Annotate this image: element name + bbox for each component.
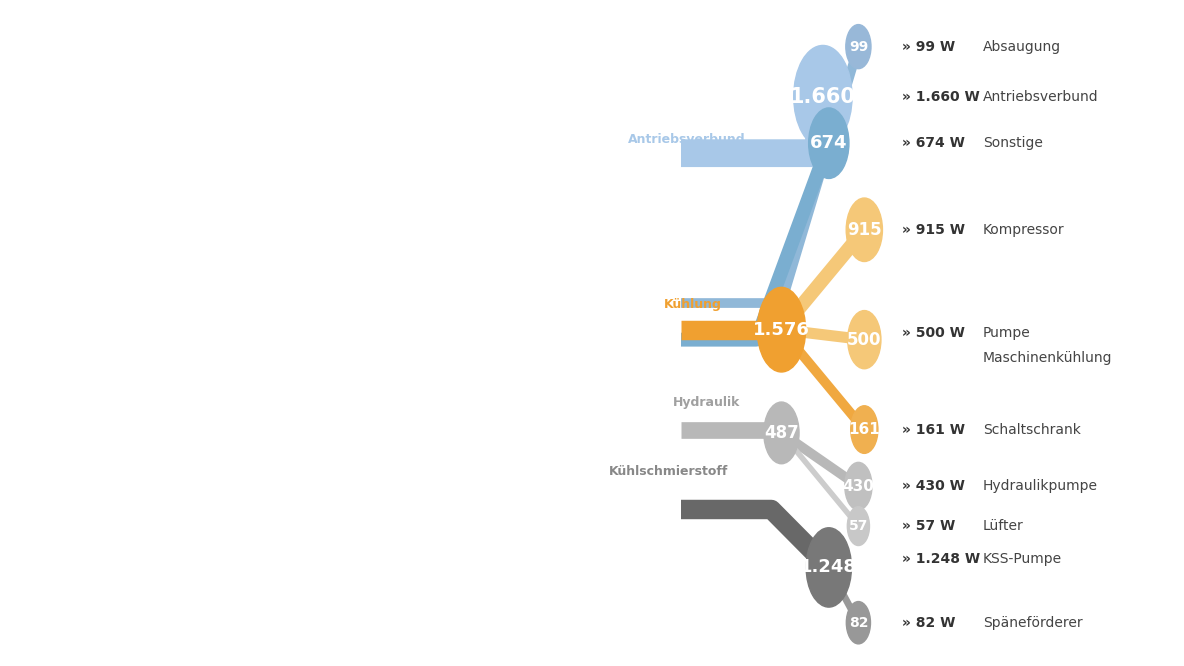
Ellipse shape [806, 527, 851, 607]
Ellipse shape [847, 601, 870, 644]
Text: Lüfter: Lüfter [983, 519, 1023, 533]
Text: » 99 W: » 99 W [902, 39, 955, 54]
Text: 430: 430 [843, 479, 874, 494]
Text: » 430 W: » 430 W [902, 479, 965, 494]
Text: 1.660: 1.660 [790, 87, 856, 107]
Text: 1.576: 1.576 [753, 320, 810, 339]
Ellipse shape [848, 310, 881, 369]
Text: Antriebsverbund: Antriebsverbund [629, 133, 746, 147]
Ellipse shape [851, 406, 877, 454]
Text: » 500 W: » 500 W [902, 326, 965, 340]
Text: Sonstige: Sonstige [983, 136, 1043, 151]
Text: 82: 82 [849, 615, 868, 630]
Ellipse shape [845, 25, 871, 69]
Text: Kühlung: Kühlung [664, 298, 722, 311]
Text: 161: 161 [849, 422, 880, 437]
Text: Absaugung: Absaugung [983, 39, 1061, 54]
Text: Maschinenkühlung: Maschinenkühlung [983, 351, 1112, 366]
Ellipse shape [793, 45, 852, 148]
Text: Hydraulikpumpe: Hydraulikpumpe [983, 479, 1098, 494]
Text: » 57 W: » 57 W [902, 519, 955, 533]
Ellipse shape [845, 462, 871, 510]
Text: Kühlschmierstoff: Kühlschmierstoff [609, 465, 728, 478]
Ellipse shape [758, 287, 805, 372]
Text: » 82 W: » 82 W [902, 615, 955, 630]
Text: KSS-Pumpe: KSS-Pumpe [983, 552, 1062, 567]
Text: » 161 W: » 161 W [902, 422, 965, 437]
Text: » 915 W: » 915 W [902, 222, 965, 237]
Text: 1.248: 1.248 [800, 558, 857, 577]
Text: Schaltschrank: Schaltschrank [983, 422, 1081, 437]
Ellipse shape [764, 402, 799, 464]
Ellipse shape [847, 198, 882, 262]
Text: Kompressor: Kompressor [983, 222, 1064, 237]
Text: » 674 W: » 674 W [902, 136, 965, 151]
Ellipse shape [809, 108, 849, 178]
Text: Hydraulik: Hydraulik [673, 396, 740, 410]
Text: Späneförderer: Späneförderer [983, 615, 1082, 630]
Text: 99: 99 [849, 39, 868, 54]
Text: 57: 57 [849, 519, 868, 533]
Text: 674: 674 [810, 134, 848, 153]
Text: » 1.248 W: » 1.248 W [902, 552, 980, 567]
Text: Pumpe: Pumpe [983, 326, 1030, 340]
Text: » 1.660 W: » 1.660 W [902, 89, 980, 104]
Text: 500: 500 [847, 330, 882, 349]
Text: 487: 487 [764, 424, 799, 442]
Ellipse shape [848, 507, 869, 545]
Text: Antriebsverbund: Antriebsverbund [983, 89, 1099, 104]
Text: 915: 915 [847, 220, 882, 239]
